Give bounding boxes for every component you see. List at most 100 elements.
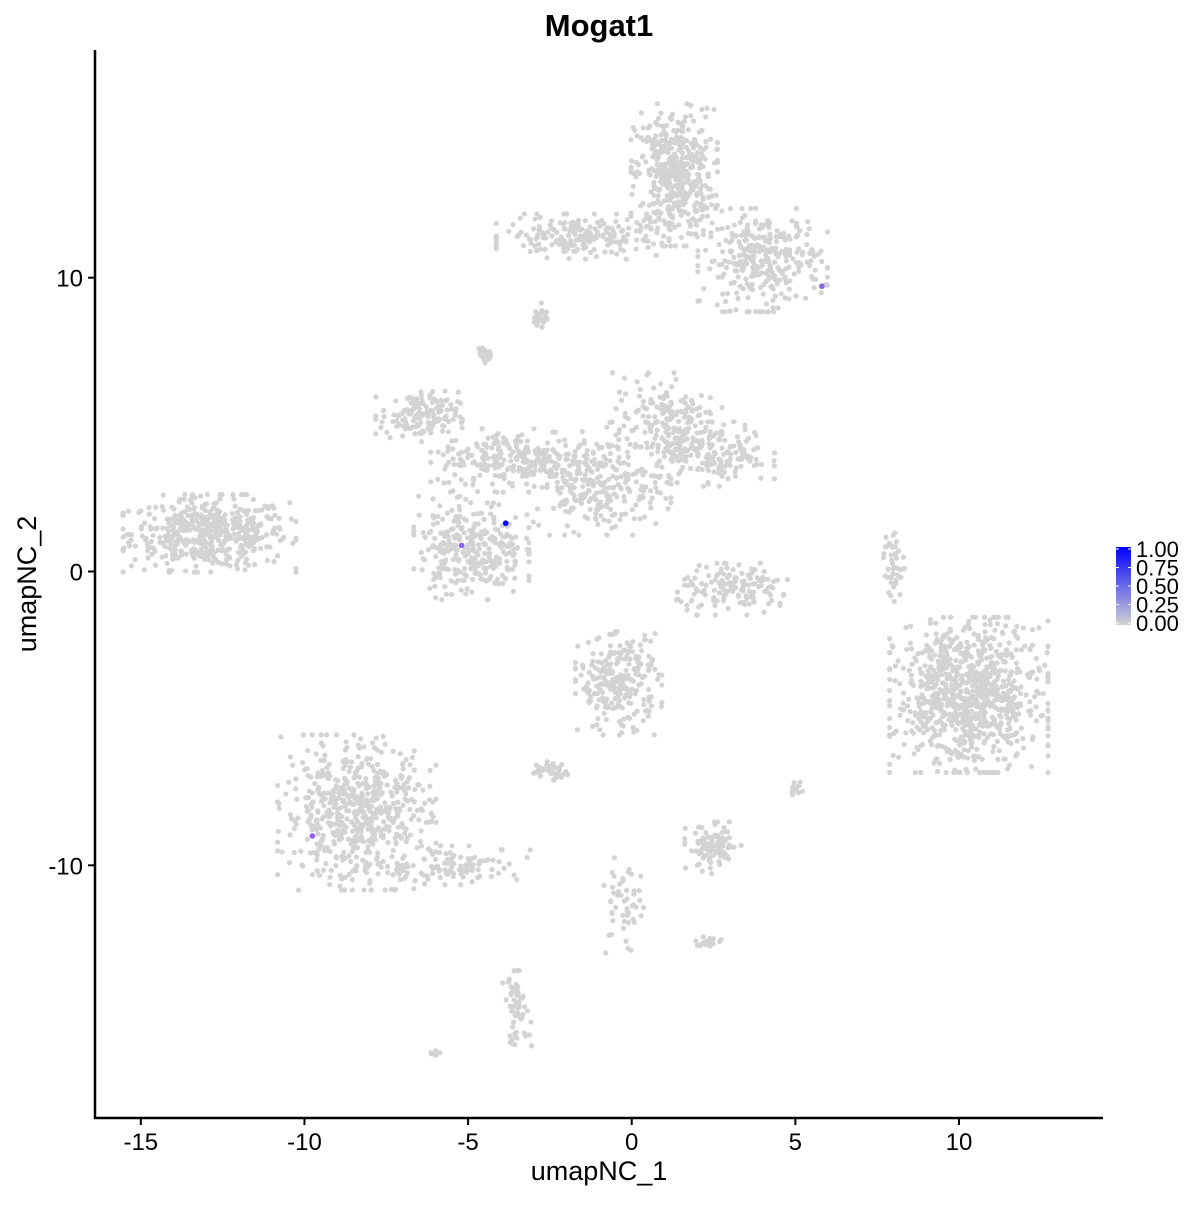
- cell-point: [781, 234, 787, 240]
- cell-point: [689, 162, 695, 169]
- cell-point: [603, 716, 609, 723]
- cell-point: [166, 528, 172, 534]
- cell-point: [333, 862, 339, 869]
- cell-point: [1042, 662, 1048, 668]
- cell-point: [527, 463, 533, 470]
- cell-point: [422, 534, 428, 540]
- cell-point: [694, 568, 700, 574]
- cell-point: [652, 414, 658, 420]
- cell-point: [595, 232, 601, 238]
- cell-point: [621, 898, 627, 904]
- cell-point: [1002, 706, 1008, 712]
- cell-point: [774, 281, 780, 287]
- cell-point: [551, 505, 557, 511]
- cell-point: [766, 219, 773, 226]
- cell-point: [556, 438, 562, 444]
- cell-point: [597, 727, 603, 733]
- cell-point: [429, 544, 436, 550]
- cell-point: [1009, 700, 1015, 706]
- cell-point: [618, 397, 625, 403]
- cell-point: [405, 864, 411, 870]
- cell-point: [922, 663, 928, 669]
- cell-point: [965, 622, 971, 628]
- cell-point: [931, 728, 938, 734]
- cell-point: [427, 767, 433, 773]
- cell-point: [416, 817, 422, 823]
- cell-point: [983, 670, 989, 676]
- cell-point: [638, 444, 644, 450]
- cell-point: [770, 305, 776, 311]
- cell-point: [524, 854, 530, 861]
- cell-point: [690, 216, 696, 222]
- cell-point: [681, 118, 687, 125]
- cell-point: [234, 566, 241, 572]
- cell-point: [759, 578, 765, 584]
- cell-point: [434, 520, 440, 526]
- cell-point: [1033, 718, 1040, 724]
- cell-point: [452, 542, 458, 548]
- cell-point: [493, 220, 499, 227]
- cell-point: [229, 510, 235, 517]
- cell-point: [233, 562, 240, 568]
- cell-point: [628, 167, 634, 174]
- cell-point: [631, 891, 637, 897]
- cell-point: [464, 586, 470, 592]
- cell-point: [725, 449, 731, 455]
- cell-point: [609, 884, 616, 890]
- cell-point: [403, 756, 409, 763]
- cell-point: [410, 863, 416, 869]
- cell-point: [213, 500, 219, 506]
- cell-point: [616, 454, 622, 461]
- cell-point: [472, 560, 479, 566]
- cell-point: [706, 409, 712, 415]
- cell-point: [183, 551, 189, 557]
- cell-point: [1020, 625, 1026, 631]
- cell-point: [524, 535, 530, 541]
- cell-point: [448, 578, 454, 584]
- cell-point: [719, 208, 725, 214]
- cell-point: [953, 727, 959, 733]
- cell-point: [900, 700, 906, 706]
- cell-point: [571, 461, 577, 467]
- cell-point: [804, 241, 810, 248]
- cell-point: [313, 751, 319, 757]
- cell-point: [610, 918, 616, 924]
- cell-point: [682, 200, 688, 206]
- cell-point: [490, 500, 496, 506]
- cell-point: [975, 671, 982, 677]
- cell-point: [428, 426, 434, 432]
- cell-point: [456, 503, 462, 509]
- cell-point: [778, 248, 785, 254]
- cell-point: [659, 401, 665, 408]
- cell-point: [386, 824, 392, 830]
- cell-point: [1034, 676, 1040, 682]
- cell-point: [149, 551, 155, 557]
- cell-point: [362, 867, 368, 873]
- cell-point: [300, 760, 306, 766]
- cell-point: [641, 696, 647, 703]
- cell-point: [440, 516, 446, 522]
- cell-point: [509, 1024, 516, 1030]
- cell-point: [655, 444, 661, 451]
- cell-point: [625, 231, 631, 238]
- cell-point: [653, 419, 659, 426]
- cell-point: [705, 452, 711, 458]
- cell-point: [618, 651, 624, 657]
- cell-point: [443, 462, 450, 469]
- cell-point: [356, 809, 362, 816]
- cell-point: [231, 531, 237, 537]
- cell-point: [694, 588, 700, 594]
- cell-point: [349, 849, 355, 855]
- cell-point: [990, 749, 996, 755]
- cell-point: [527, 847, 533, 853]
- cell-point: [763, 252, 769, 258]
- cell-point: [707, 434, 713, 440]
- cell-point: [444, 397, 450, 403]
- cell-point: [654, 157, 660, 163]
- cell-point: [964, 729, 970, 736]
- cell-point: [633, 174, 639, 180]
- cell-point: [959, 659, 965, 665]
- cell-point: [722, 309, 728, 315]
- cell-point: [618, 486, 624, 492]
- cell-point: [1045, 742, 1051, 748]
